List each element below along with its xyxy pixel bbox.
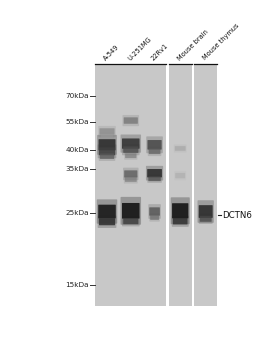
Text: 55kDa: 55kDa — [65, 119, 89, 125]
FancyBboxPatch shape — [197, 200, 214, 223]
FancyBboxPatch shape — [123, 146, 138, 153]
Text: 25kDa: 25kDa — [65, 210, 89, 216]
FancyBboxPatch shape — [172, 216, 189, 227]
FancyBboxPatch shape — [124, 152, 137, 160]
FancyBboxPatch shape — [174, 171, 186, 180]
FancyBboxPatch shape — [98, 126, 116, 137]
FancyBboxPatch shape — [124, 170, 137, 177]
FancyBboxPatch shape — [122, 139, 140, 149]
FancyBboxPatch shape — [98, 216, 116, 228]
Text: 22Rv1: 22Rv1 — [150, 42, 169, 61]
FancyBboxPatch shape — [124, 175, 138, 184]
FancyBboxPatch shape — [122, 144, 140, 155]
FancyBboxPatch shape — [97, 199, 117, 224]
Bar — [95, 64, 167, 306]
Text: DCTN6: DCTN6 — [222, 211, 252, 220]
FancyBboxPatch shape — [173, 218, 187, 224]
FancyBboxPatch shape — [199, 205, 213, 218]
FancyBboxPatch shape — [98, 139, 115, 150]
FancyBboxPatch shape — [100, 128, 115, 135]
FancyBboxPatch shape — [175, 173, 185, 178]
Bar — [169, 64, 192, 306]
FancyBboxPatch shape — [149, 214, 160, 222]
FancyBboxPatch shape — [147, 140, 162, 149]
FancyBboxPatch shape — [123, 218, 138, 224]
FancyBboxPatch shape — [125, 153, 136, 158]
FancyBboxPatch shape — [124, 117, 138, 124]
Text: 35kDa: 35kDa — [65, 166, 89, 172]
FancyBboxPatch shape — [147, 169, 162, 177]
FancyBboxPatch shape — [199, 214, 213, 224]
FancyBboxPatch shape — [148, 176, 161, 181]
FancyBboxPatch shape — [149, 149, 160, 154]
FancyBboxPatch shape — [98, 145, 116, 158]
FancyBboxPatch shape — [147, 175, 162, 183]
FancyBboxPatch shape — [97, 135, 117, 155]
Text: A-549: A-549 — [103, 43, 121, 61]
FancyBboxPatch shape — [100, 132, 114, 140]
FancyBboxPatch shape — [121, 134, 141, 153]
FancyBboxPatch shape — [99, 152, 115, 161]
FancyBboxPatch shape — [175, 146, 186, 151]
Text: Mouse brain: Mouse brain — [176, 28, 209, 61]
FancyBboxPatch shape — [99, 218, 115, 225]
FancyBboxPatch shape — [148, 204, 161, 219]
FancyBboxPatch shape — [174, 144, 187, 153]
FancyBboxPatch shape — [98, 205, 116, 218]
Text: U-251MG: U-251MG — [126, 35, 153, 61]
Text: 70kDa: 70kDa — [65, 93, 89, 99]
FancyBboxPatch shape — [171, 197, 190, 224]
FancyBboxPatch shape — [149, 207, 160, 216]
Text: 40kDa: 40kDa — [65, 147, 89, 153]
FancyBboxPatch shape — [122, 203, 140, 219]
FancyBboxPatch shape — [123, 168, 139, 180]
Text: 15kDa: 15kDa — [65, 282, 89, 288]
Bar — [194, 64, 217, 306]
FancyBboxPatch shape — [172, 203, 188, 218]
FancyBboxPatch shape — [146, 166, 163, 181]
FancyBboxPatch shape — [146, 136, 163, 153]
FancyBboxPatch shape — [101, 134, 113, 139]
FancyBboxPatch shape — [200, 216, 212, 222]
FancyBboxPatch shape — [150, 215, 159, 220]
FancyBboxPatch shape — [122, 115, 139, 126]
FancyBboxPatch shape — [122, 216, 140, 226]
Text: Mouse thymus: Mouse thymus — [201, 23, 240, 61]
FancyBboxPatch shape — [99, 147, 115, 155]
FancyBboxPatch shape — [125, 177, 137, 182]
FancyBboxPatch shape — [121, 197, 141, 225]
FancyBboxPatch shape — [100, 154, 114, 159]
FancyBboxPatch shape — [148, 147, 161, 156]
